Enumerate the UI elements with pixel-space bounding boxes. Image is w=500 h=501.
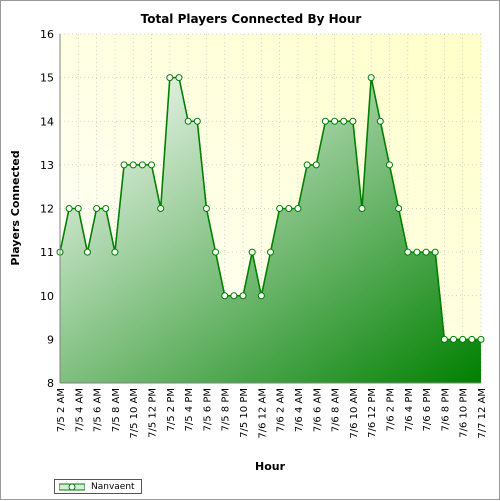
data-point [166, 74, 174, 82]
data-point [413, 248, 421, 256]
data-point [202, 205, 210, 212]
x-tick-label: 7/6 10 PM [459, 388, 470, 438]
data-point [157, 205, 165, 212]
data-point [395, 205, 403, 212]
data-point [102, 205, 110, 212]
x-tick-label: 7/6 2 PM [385, 388, 396, 431]
data-point [184, 117, 192, 125]
x-tick-label: 7/5 4 AM [74, 388, 85, 432]
y-tick-label: 13 [40, 159, 54, 172]
y-tick-label: 11 [40, 246, 54, 259]
y-tick-labels: 8 9 10 11 12 13 14 15 16 [40, 28, 54, 390]
data-point [175, 74, 183, 82]
legend-series-label: Nanvaent [91, 481, 135, 492]
x-tick-label: 7/5 4 PM [184, 388, 195, 431]
data-point [111, 248, 119, 256]
data-point [431, 248, 439, 256]
x-tick-label: 7/6 12 PM [367, 388, 378, 438]
x-tick-label: 7/6 6 AM [312, 388, 323, 432]
data-point [65, 205, 73, 212]
data-point [230, 292, 238, 300]
data-point [303, 161, 311, 169]
data-point [212, 248, 220, 256]
y-tick-label: 9 [47, 333, 54, 346]
x-tick-label: 7/5 6 AM [93, 388, 104, 432]
data-point [358, 205, 366, 212]
data-point [340, 117, 348, 125]
x-tick-label: 7/6 8 AM [331, 388, 342, 432]
x-tick-label: 7/6 2 AM [276, 388, 287, 432]
x-tick-label: 7/6 10 AM [349, 388, 360, 439]
x-tick-label: 7/5 8 AM [111, 388, 122, 432]
data-point [129, 161, 137, 169]
data-point [450, 335, 458, 343]
x-tick-label: 7/6 12 AM [257, 388, 268, 439]
data-point [74, 205, 82, 212]
x-tick-labels: 7/5 2 AM 7/5 4 AM 7/5 6 AM 7/5 8 AM 7/5 10 A… [56, 388, 488, 439]
y-tick-label: 12 [40, 203, 54, 216]
y-tick-label: 16 [40, 28, 54, 41]
x-tick-label: 7/5 10 PM [239, 388, 250, 438]
x-tick-label: 7/6 4 PM [404, 388, 415, 431]
data-point [349, 117, 357, 125]
data-point [440, 335, 448, 343]
data-point [422, 248, 430, 256]
data-point [294, 205, 302, 212]
x-tick-label: 7/7 12 AM [477, 388, 488, 439]
data-point [331, 117, 339, 125]
x-tick-label: 7/5 10 AM [129, 388, 140, 439]
y-tick-label: 10 [40, 290, 54, 303]
x-tick-label: 7/6 4 AM [294, 388, 305, 432]
data-point [120, 161, 128, 169]
data-point [148, 161, 156, 169]
data-point [138, 161, 146, 169]
series-markers [56, 74, 485, 343]
data-point [477, 335, 485, 343]
y-tick-label: 15 [40, 72, 54, 85]
x-tick-label: 7/5 12 PM [148, 388, 159, 438]
data-point [468, 335, 476, 343]
data-point [385, 161, 393, 169]
data-point [285, 205, 293, 212]
data-point [367, 74, 375, 82]
x-tick-label: 7/5 2 PM [166, 388, 177, 431]
x-tick-label: 7/5 2 AM [56, 388, 67, 432]
legend: Nanvaent [54, 479, 142, 494]
data-point [459, 335, 467, 343]
data-point [239, 292, 247, 300]
x-tick-label: 7/5 8 PM [221, 388, 232, 431]
data-point [276, 205, 284, 212]
chart-title: Total Players Connected By Hour [141, 12, 362, 26]
data-point [221, 292, 229, 300]
data-point [267, 248, 274, 256]
x-tick-label: 7/5 6 PM [202, 388, 213, 431]
legend-series-swatch [59, 483, 85, 490]
y-tick-label: 14 [40, 115, 54, 128]
x-tick-label: 7/6 6 PM [422, 388, 433, 431]
data-point [257, 292, 265, 300]
data-point [93, 205, 101, 212]
x-axis-label: Hour [255, 460, 286, 473]
data-point [248, 248, 256, 256]
data-point [404, 248, 412, 256]
data-point [376, 117, 384, 125]
y-axis-label: Players Connected [9, 150, 22, 265]
data-point [83, 248, 91, 256]
data-point [321, 117, 329, 125]
y-tick-label: 8 [47, 377, 54, 390]
data-point [193, 117, 201, 125]
x-tick-label: 7/6 8 PM [440, 388, 451, 431]
data-point [312, 161, 320, 169]
